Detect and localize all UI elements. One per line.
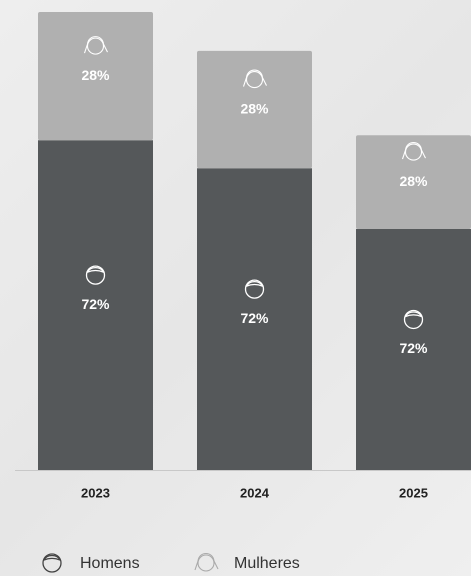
legend-icon — [42, 553, 62, 573]
value-label: 72% — [81, 296, 110, 312]
x-tick-label: 2023 — [81, 485, 110, 500]
value-label: 28% — [399, 173, 428, 189]
bar-segment — [197, 168, 312, 471]
bar-segment — [38, 140, 153, 471]
legend-label: Mulheres — [234, 555, 300, 572]
x-tick-label: 2024 — [240, 485, 270, 500]
value-label: 72% — [399, 340, 428, 356]
bar-segment — [356, 228, 471, 470]
x-tick-label: 2025 — [399, 485, 428, 500]
legend-icon — [194, 552, 219, 572]
legend-label: Homens — [80, 555, 140, 572]
bar-segment — [356, 135, 471, 229]
value-label: 28% — [81, 67, 110, 83]
bar-segment — [38, 12, 153, 141]
value-label: 28% — [240, 100, 269, 116]
bar-segment — [197, 50, 312, 169]
value-label: 72% — [240, 310, 269, 326]
